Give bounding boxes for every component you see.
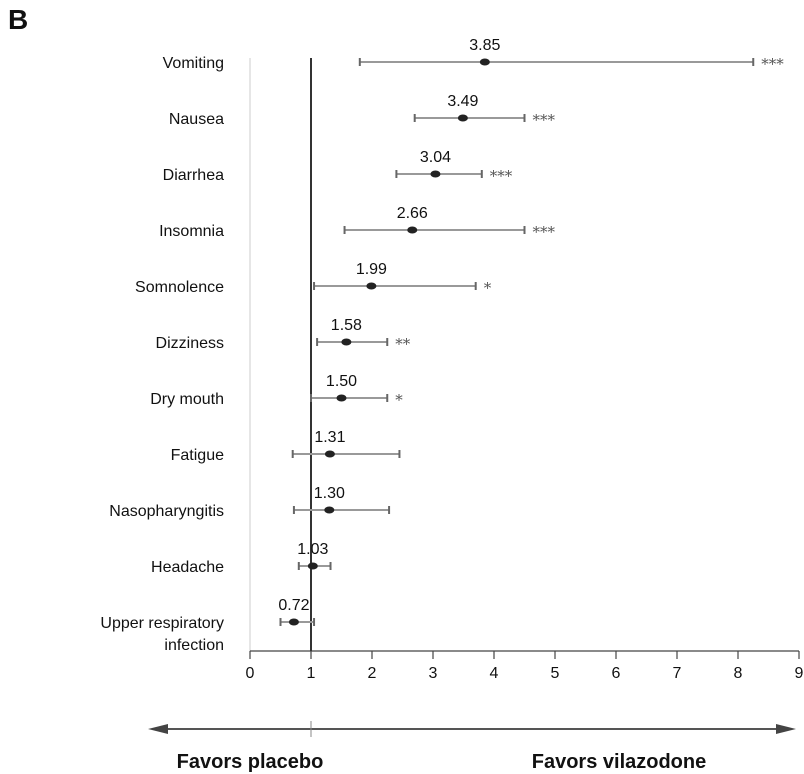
x-tick-label: 5 [551, 665, 560, 682]
x-tick-label: 6 [612, 665, 621, 682]
x-tick-label: 7 [673, 665, 682, 682]
x-tick-label: 2 [368, 665, 377, 682]
estimate-label: 1.30 [314, 485, 345, 502]
estimate-marker [341, 338, 352, 346]
significance-marker: *** [533, 111, 556, 129]
estimate-label: 3.49 [447, 93, 478, 110]
estimate-marker [336, 394, 347, 402]
category-label: Insomnia [159, 223, 224, 240]
significance-marker: *** [490, 167, 513, 185]
significance-marker: *** [533, 223, 556, 241]
estimate-label: 1.31 [314, 429, 345, 446]
estimate-label: 1.99 [356, 261, 387, 278]
category-label: infection [164, 637, 224, 654]
favors-vilazodone-label: Favors vilazodone [532, 751, 707, 773]
estimate-marker [307, 562, 318, 570]
significance-marker: *** [761, 55, 784, 73]
estimate-label: 2.66 [397, 205, 428, 222]
favors-placebo-label: Favors placebo [177, 751, 324, 773]
x-tick-label: 8 [734, 665, 743, 682]
category-label: Nasopharyngitis [109, 503, 224, 520]
estimate-label: 0.72 [278, 597, 309, 614]
estimate-marker [324, 506, 335, 514]
estimate-label: 1.03 [297, 541, 328, 558]
category-label: Dry mouth [150, 391, 224, 408]
category-label: Nausea [169, 111, 224, 128]
estimate-label: 3.85 [469, 37, 500, 54]
estimate-label: 1.58 [331, 317, 362, 334]
estimate-marker [430, 170, 441, 178]
category-label: Fatigue [171, 447, 224, 464]
category-label: Dizziness [156, 335, 224, 352]
estimate-label: 1.50 [326, 373, 357, 390]
x-tick-label: 3 [429, 665, 438, 682]
panel-label: B [8, 4, 29, 35]
significance-marker: * [484, 279, 492, 297]
left-arrowhead-icon [148, 724, 168, 734]
category-label: Headache [151, 559, 224, 576]
x-tick-label: 9 [795, 665, 804, 682]
x-tick-label: 0 [246, 665, 255, 682]
estimate-marker [288, 618, 299, 626]
right-arrowhead-icon [776, 724, 796, 734]
significance-marker: ** [395, 335, 411, 353]
significance-marker: * [395, 391, 403, 409]
estimate-marker [479, 58, 490, 66]
x-tick-label: 1 [307, 665, 316, 682]
estimate-label: 3.04 [420, 149, 451, 166]
category-label: Upper respiratory [100, 615, 224, 632]
estimate-marker [457, 114, 468, 122]
estimate-marker [366, 282, 377, 290]
estimate-marker [407, 226, 418, 234]
estimate-marker [324, 450, 335, 458]
category-label: Vomiting [163, 55, 224, 72]
x-tick-label: 4 [490, 665, 499, 682]
category-label: Somnolence [135, 279, 224, 296]
category-label: Diarrhea [163, 167, 224, 184]
